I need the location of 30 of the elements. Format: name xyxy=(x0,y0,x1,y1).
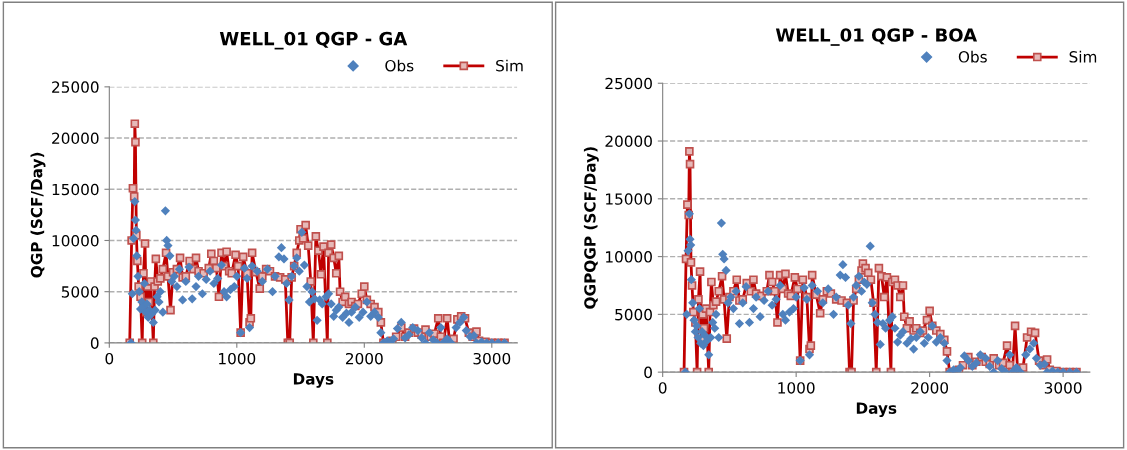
y-tick-label: 15000 xyxy=(606,193,652,205)
y-tick-label: 10000 xyxy=(606,251,652,263)
x-tick-label: 1000 xyxy=(219,352,256,365)
x-tick-label: 0 xyxy=(658,382,667,394)
chart-title: WELL_01 QGP - GA xyxy=(219,31,408,50)
legend-label: Sim xyxy=(496,59,523,72)
legend-label: Sim xyxy=(1069,50,1097,63)
x-axis-title: Days xyxy=(293,373,334,388)
y-tick-label: 20000 xyxy=(605,135,652,148)
y-tick-label: 20000 xyxy=(52,132,99,145)
x-tick-label: 3000 xyxy=(473,352,511,365)
x-tick-label: 1000 xyxy=(778,382,815,394)
y-axis-title: QGP (SCF/Day) xyxy=(30,152,46,278)
y-axis-title: QGPQGP (SCF/Day) xyxy=(583,147,599,309)
x-tick-label: 0 xyxy=(105,352,114,365)
y-tick-label: 25000 xyxy=(52,81,99,93)
y-tick-label: 5000 xyxy=(615,308,652,321)
x-tick-label: 2000 xyxy=(911,382,949,394)
y-tick-label: 10000 xyxy=(52,234,99,247)
y-tick-label: 0 xyxy=(644,366,652,379)
legend-label: Obs xyxy=(385,59,414,72)
x-tick-label: 3000 xyxy=(1044,382,1082,394)
chart-title: WELL_01 QGP - BOA xyxy=(775,28,978,46)
x-axis-title: Days xyxy=(856,402,897,417)
y-tick-label: 5000 xyxy=(61,286,99,298)
y-tick-label: 15000 xyxy=(52,183,99,196)
x-tick-label: 2000 xyxy=(345,352,383,365)
legend-label: Obs xyxy=(958,50,987,63)
y-tick-label: 0 xyxy=(90,337,99,349)
y-tick-label: 25000 xyxy=(605,77,652,90)
